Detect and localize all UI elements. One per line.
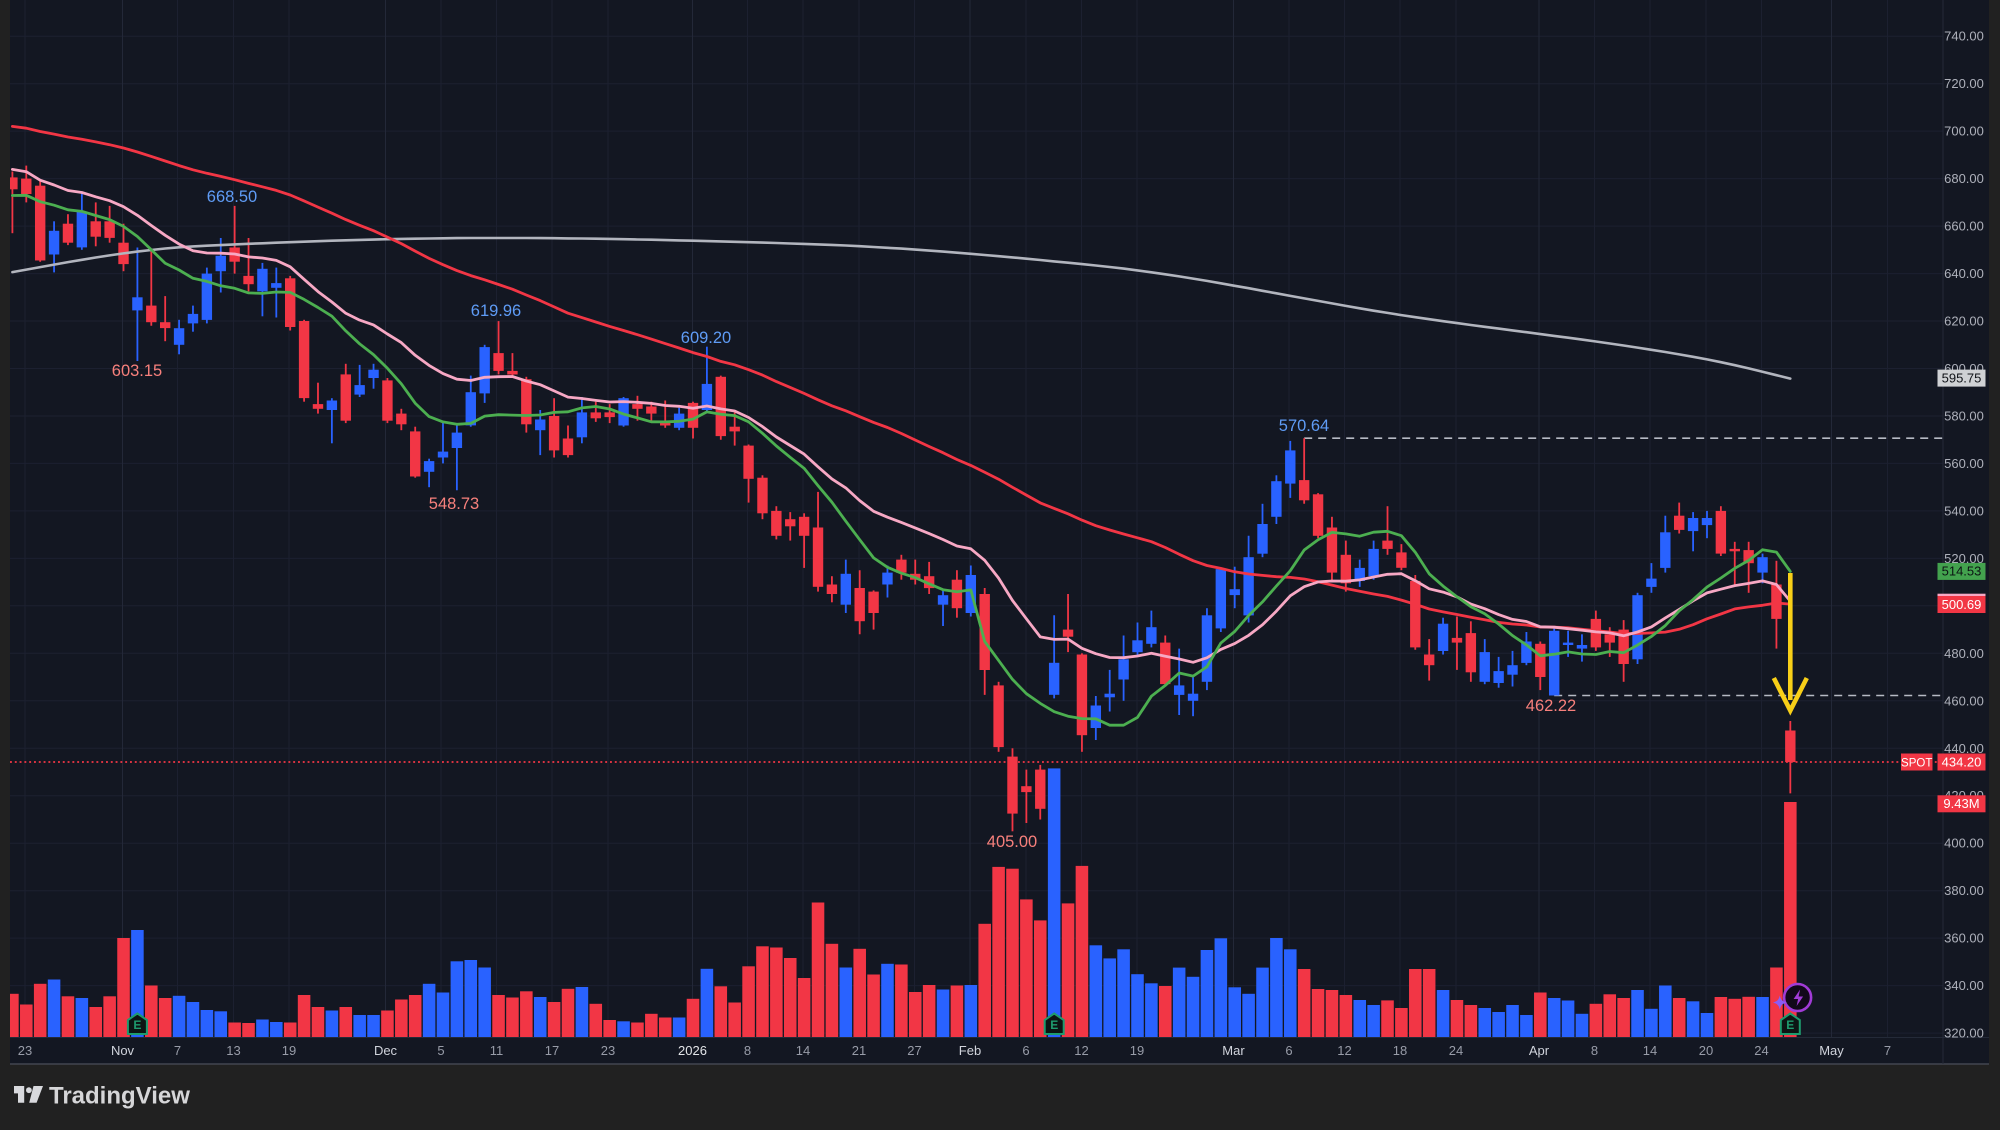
svg-text:E: E <box>133 1018 141 1032</box>
svg-text:7: 7 <box>174 1043 181 1058</box>
svg-text:620.00: 620.00 <box>1944 314 1984 329</box>
svg-text:23: 23 <box>18 1043 32 1058</box>
svg-text:619.96: 619.96 <box>471 302 521 320</box>
svg-text:Apr: Apr <box>1529 1043 1550 1058</box>
svg-text:20: 20 <box>1699 1043 1713 1058</box>
svg-text:609.20: 609.20 <box>681 329 731 347</box>
svg-text:23: 23 <box>601 1043 615 1058</box>
svg-text:13: 13 <box>226 1043 240 1058</box>
svg-text:6: 6 <box>1022 1043 1029 1058</box>
svg-text:14: 14 <box>1643 1043 1657 1058</box>
svg-text:Mar: Mar <box>1222 1043 1245 1058</box>
svg-text:5: 5 <box>437 1043 444 1058</box>
svg-text:SPOT: SPOT <box>1901 757 1932 769</box>
svg-text:570.64: 570.64 <box>1279 417 1329 435</box>
svg-text:9.43M: 9.43M <box>1943 796 1979 811</box>
svg-text:500.69: 500.69 <box>1942 597 1982 612</box>
svg-text:Dec: Dec <box>374 1043 398 1058</box>
svg-text:700.00: 700.00 <box>1944 124 1984 139</box>
svg-text:720.00: 720.00 <box>1944 76 1984 91</box>
svg-text:660.00: 660.00 <box>1944 219 1984 234</box>
svg-text:6: 6 <box>1285 1043 1292 1058</box>
svg-text:340.00: 340.00 <box>1944 978 1984 993</box>
svg-text:320.00: 320.00 <box>1944 1026 1984 1041</box>
svg-text:400.00: 400.00 <box>1944 836 1984 851</box>
svg-text:12: 12 <box>1337 1043 1351 1058</box>
svg-text:548.73: 548.73 <box>429 495 479 513</box>
svg-text:24: 24 <box>1449 1043 1463 1058</box>
svg-text:668.50: 668.50 <box>207 188 257 206</box>
svg-text:2026: 2026 <box>678 1043 707 1058</box>
svg-text:Feb: Feb <box>959 1043 981 1058</box>
svg-text:24: 24 <box>1754 1043 1768 1058</box>
svg-text:18: 18 <box>1393 1043 1407 1058</box>
svg-text:680.00: 680.00 <box>1944 171 1984 186</box>
svg-text:19: 19 <box>1130 1043 1144 1058</box>
svg-text:E: E <box>1786 1018 1794 1032</box>
svg-text:440.00: 440.00 <box>1944 741 1984 756</box>
svg-text:560.00: 560.00 <box>1944 456 1984 471</box>
svg-text:460.00: 460.00 <box>1944 693 1984 708</box>
svg-text:380.00: 380.00 <box>1944 883 1984 898</box>
svg-text:640.00: 640.00 <box>1944 266 1984 281</box>
svg-text:595.75: 595.75 <box>1942 370 1982 385</box>
svg-text:8: 8 <box>1591 1043 1598 1058</box>
svg-text:520.00: 520.00 <box>1944 551 1984 566</box>
svg-text:405.00: 405.00 <box>987 833 1037 851</box>
svg-text:TradingView: TradingView <box>49 1083 190 1110</box>
svg-text:603.15: 603.15 <box>112 362 162 380</box>
svg-text:21: 21 <box>852 1043 866 1058</box>
svg-text:27: 27 <box>907 1043 921 1058</box>
svg-text:434.20: 434.20 <box>1942 754 1982 769</box>
svg-text:14: 14 <box>796 1043 810 1058</box>
svg-text:360.00: 360.00 <box>1944 931 1984 946</box>
svg-text:740.00: 740.00 <box>1944 29 1984 44</box>
svg-text:E: E <box>1050 1018 1058 1032</box>
svg-text:19: 19 <box>282 1043 296 1058</box>
svg-text:514.53: 514.53 <box>1942 564 1982 579</box>
svg-text:7: 7 <box>1884 1043 1891 1058</box>
svg-text:580.00: 580.00 <box>1944 408 1984 423</box>
svg-text:12: 12 <box>1074 1043 1088 1058</box>
svg-text:Nov: Nov <box>111 1043 135 1058</box>
svg-text:480.00: 480.00 <box>1944 646 1984 661</box>
svg-text:11: 11 <box>490 1043 504 1058</box>
svg-text:462.22: 462.22 <box>1526 697 1576 715</box>
svg-text:8: 8 <box>744 1043 751 1058</box>
svg-text:May: May <box>1819 1043 1844 1058</box>
svg-text:17: 17 <box>545 1043 559 1058</box>
svg-text:540.00: 540.00 <box>1944 503 1984 518</box>
